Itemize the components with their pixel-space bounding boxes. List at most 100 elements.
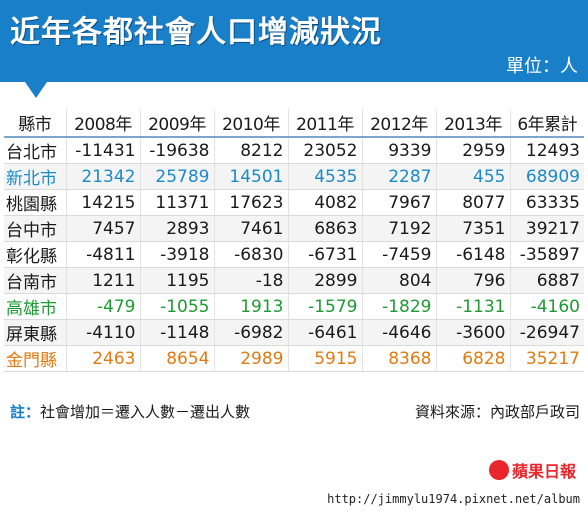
apple-daily-logo: 蘋果日報: [488, 458, 576, 482]
table-cell: -4110: [66, 319, 141, 346]
table-cell: -35897: [510, 241, 584, 268]
table-row: 台中市 7457 2893 7461 6863 7192 7351 39217: [4, 215, 584, 242]
table-cell: -19638: [140, 137, 215, 164]
watermark-bar: http://jimmylu1974.pixnet.net/album: [0, 490, 588, 512]
row-label: 台南市: [4, 267, 67, 294]
table-cell: 1913: [214, 293, 289, 320]
table-cell: 4535: [288, 163, 363, 190]
table-row: 桃園縣 14215 11371 17623 4082 7967 8077 63335: [4, 189, 584, 216]
table-row: 金門縣 2463 8654 2989 5915 8368 6828 35217: [4, 345, 584, 372]
table-cell: -6982: [214, 319, 289, 346]
header-notch: [25, 82, 47, 98]
column-header: 縣市: [4, 109, 67, 138]
table-cell: -4160: [510, 293, 584, 320]
column-header: 6年累計: [510, 109, 584, 138]
table-cell: -6731: [288, 241, 363, 268]
table-cell: -1829: [362, 293, 437, 320]
chart-title: 近年各都社會人口增減狀況: [10, 15, 382, 50]
table-body: 台北市 -11431 -19638 8212 23052 9339 2959 12493 新北市…: [4, 137, 584, 372]
table-row: 台南市 1211 1195 -18 2899 804 796 6887: [4, 267, 584, 294]
table-cell: 7457: [66, 215, 141, 242]
table-cell: 6828: [436, 345, 511, 372]
table-cell: -18: [214, 267, 289, 294]
table-cell: 23052: [288, 137, 363, 164]
row-label: 屏東縣: [4, 319, 67, 346]
table-row: 屏東縣 -4110 -1148 -6982 -6461 -4646 -3600 -26947: [4, 319, 584, 346]
table-cell: 8654: [140, 345, 215, 372]
table-cell: 25789: [140, 163, 215, 190]
row-label: 台中市: [4, 215, 67, 242]
watermark-url: http://jimmylu1974.pixnet.net/album: [327, 492, 580, 506]
table-cell: 796: [436, 267, 511, 294]
table-cell: 11371: [140, 189, 215, 216]
table-cell: 2893: [140, 215, 215, 242]
column-header: 2008年: [66, 109, 141, 138]
table-cell: -11431: [66, 137, 141, 164]
table-cell: -479: [66, 293, 141, 320]
row-label: 桃園縣: [4, 189, 67, 216]
table-cell: 7461: [214, 215, 289, 242]
footnote-text: 社會增加＝遷入人數－遷出人數: [40, 403, 251, 421]
table-row: 新北市 21342 25789 14501 4535 2287 455 68909: [4, 163, 584, 190]
column-header: 2010年: [214, 109, 289, 138]
table-cell: 2899: [288, 267, 363, 294]
data-source: 資料來源：內政部戶政司: [414, 403, 580, 421]
row-label: 台北市: [4, 137, 67, 164]
data-table-wrapper: 縣市 2008年 2009年 2010年 2011年 2012年 2013年 6年累計 台北市…: [4, 109, 584, 372]
table-cell: 7351: [436, 215, 511, 242]
table-cell: -1148: [140, 319, 215, 346]
table-cell: 17623: [214, 189, 289, 216]
table-cell: 9339: [362, 137, 437, 164]
table-row: 高雄市 -479 -1055 1913 -1579 -1829 -1131 -4160: [4, 293, 584, 320]
table-cell: 7967: [362, 189, 437, 216]
row-label: 新北市: [4, 163, 67, 190]
table-cell: -7459: [362, 241, 437, 268]
table-cell: 35217: [510, 345, 584, 372]
apple-icon: [488, 460, 509, 480]
table-cell: 63335: [510, 189, 584, 216]
table-cell: 8368: [362, 345, 437, 372]
table-cell: 6863: [288, 215, 363, 242]
row-label: 金門縣: [4, 345, 67, 372]
column-header: 2009年: [140, 109, 215, 138]
table-cell: -3600: [436, 319, 511, 346]
table-cell: 2989: [214, 345, 289, 372]
unit-label: 單位：人: [506, 56, 578, 77]
table-cell: -26947: [510, 319, 584, 346]
column-header: 2011年: [288, 109, 363, 138]
table-cell: -1055: [140, 293, 215, 320]
table-row: 彰化縣 -4811 -3918 -6830 -6731 -7459 -6148 -35897: [4, 241, 584, 268]
logo-text: 蘋果日報: [511, 458, 576, 482]
table-cell: 1195: [140, 267, 215, 294]
table-cell: 68909: [510, 163, 584, 190]
table-cell: -4646: [362, 319, 437, 346]
table-cell: 804: [362, 267, 437, 294]
table-cell: 4082: [288, 189, 363, 216]
table-row: 台北市 -11431 -19638 8212 23052 9339 2959 12493: [4, 137, 584, 164]
table-cell: 455: [436, 163, 511, 190]
table-cell: 12493: [510, 137, 584, 164]
table-cell: -6830: [214, 241, 289, 268]
column-header: 2013年: [436, 109, 511, 138]
population-table: 縣市 2008年 2009年 2010年 2011年 2012年 2013年 6年累計 台北市…: [4, 109, 584, 372]
table-cell: 21342: [66, 163, 141, 190]
table-cell: 7192: [362, 215, 437, 242]
table-cell: 2463: [66, 345, 141, 372]
table-cell: -6461: [288, 319, 363, 346]
table-cell: 5915: [288, 345, 363, 372]
column-header: 2012年: [362, 109, 437, 138]
table-header-row: 縣市 2008年 2009年 2010年 2011年 2012年 2013年 6年累計: [4, 109, 584, 138]
footnote: 註：社會增加＝遷入人數－遷出人數: [10, 401, 250, 422]
table-cell: -1579: [288, 293, 363, 320]
table-cell: -4811: [66, 241, 141, 268]
table-cell: 2287: [362, 163, 437, 190]
row-label: 彰化縣: [4, 241, 67, 268]
table-cell: 39217: [510, 215, 584, 242]
table-cell: 8212: [214, 137, 289, 164]
table-cell: 14215: [66, 189, 141, 216]
table-cell: 6887: [510, 267, 584, 294]
table-cell: 14501: [214, 163, 289, 190]
table-cell: 8077: [436, 189, 511, 216]
table-cell: 2959: [436, 137, 511, 164]
table-cell: -3918: [140, 241, 215, 268]
